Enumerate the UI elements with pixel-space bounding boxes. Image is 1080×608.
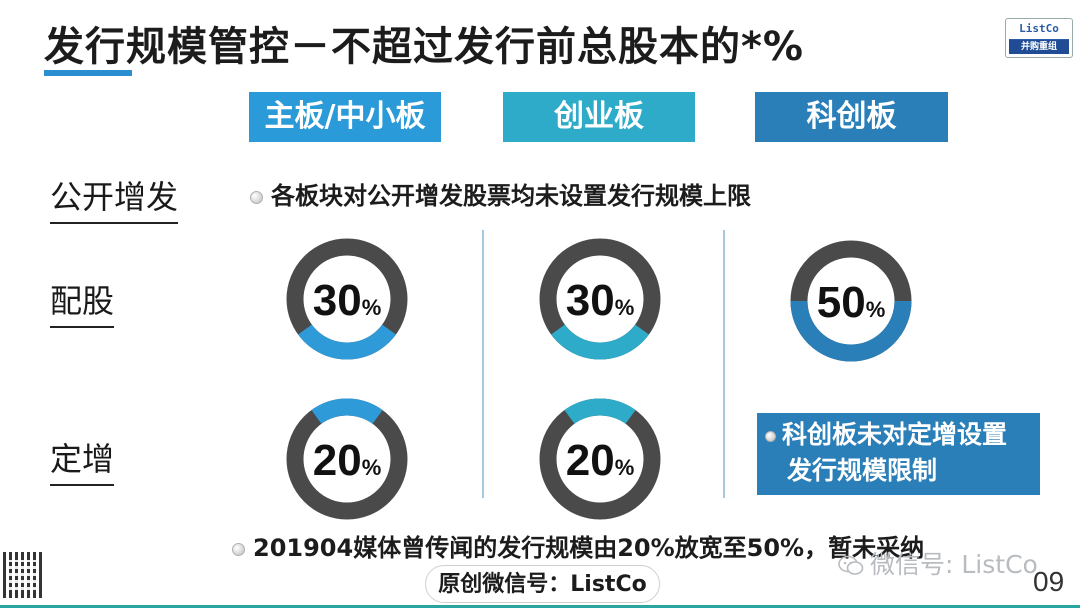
bullet-icon bbox=[765, 430, 776, 442]
star-market-placement-note: 科创板未对定增设置 发行规模限制 bbox=[757, 413, 1040, 495]
donut-placement-chinext: 20% bbox=[539, 398, 661, 520]
row-label-underline bbox=[50, 222, 179, 224]
donut-percent-label: 50% bbox=[817, 278, 886, 327]
row-label-underline bbox=[50, 484, 115, 486]
wechat-id-badge: 原创微信号：ListCo bbox=[425, 565, 660, 603]
donut-rights-main: 30% bbox=[286, 238, 408, 360]
public-issue-note: 各板块对公开增发股票均未设置发行规模上限 bbox=[250, 176, 751, 211]
bottom-note-text: 201904媒体曾传闻的发行规模由20%放宽至50%，暂未采纳 bbox=[253, 534, 925, 562]
donut-value-arc bbox=[551, 324, 649, 360]
donut-rights-chinext: 30% bbox=[539, 238, 661, 360]
page-number: 09 bbox=[1033, 566, 1065, 597]
donut-placement-main: 20% bbox=[286, 398, 408, 520]
board-header-main: 主板/中小板 bbox=[249, 92, 441, 142]
donut-value-arc bbox=[564, 398, 636, 425]
row-label-private-placement: 定增 bbox=[50, 434, 115, 486]
donut-value-arc bbox=[311, 398, 383, 425]
donut-percent-label: 30% bbox=[566, 276, 635, 325]
wechat-watermark: 微信号: ListCo bbox=[838, 545, 1038, 581]
donut-percent-label: 20% bbox=[313, 436, 382, 485]
qr-code-icon bbox=[3, 552, 45, 598]
footer-line bbox=[0, 605, 1080, 608]
row-label-public-issue: 公开增发 bbox=[50, 172, 179, 224]
bullet-icon bbox=[250, 190, 263, 204]
row-label-text: 定增 bbox=[50, 440, 115, 478]
donut-percent-label: 30% bbox=[313, 276, 382, 325]
row-label-underline bbox=[50, 326, 115, 328]
star-note-line2: 发行规模限制 bbox=[787, 456, 938, 485]
listco-logo: ListCo 并购重组 bbox=[1005, 18, 1073, 58]
title-underline bbox=[44, 70, 132, 76]
donut-percent-label: 20% bbox=[566, 436, 635, 485]
column-divider bbox=[723, 230, 725, 498]
watermark-text: 微信号: ListCo bbox=[870, 550, 1038, 579]
row-label-rights-issue: 配股 bbox=[50, 276, 115, 328]
donut-value-arc bbox=[298, 324, 396, 360]
column-divider bbox=[482, 230, 484, 498]
star-note-line1: 科创板未对定增设置 bbox=[782, 420, 1008, 449]
bullet-icon bbox=[232, 542, 245, 556]
page-title: 发行规模管控－不超过发行前总股本的*% bbox=[44, 24, 804, 70]
public-issue-note-text: 各板块对公开增发股票均未设置发行规模上限 bbox=[271, 182, 751, 210]
donut-value-arc bbox=[790, 300, 912, 362]
bottom-note: 201904媒体曾传闻的发行规模由20%放宽至50%，暂未采纳 bbox=[232, 528, 924, 563]
row-label-text: 配股 bbox=[50, 282, 115, 320]
donut-rights-star: 50% bbox=[790, 240, 912, 362]
logo-bottom-text: 并购重组 bbox=[1009, 40, 1069, 54]
row-label-text: 公开增发 bbox=[50, 178, 179, 216]
logo-top-text: ListCo bbox=[1019, 22, 1059, 35]
wechat-icon bbox=[838, 555, 864, 575]
board-header-star: 科创板 bbox=[755, 92, 948, 142]
board-header-chinext: 创业板 bbox=[503, 92, 695, 142]
